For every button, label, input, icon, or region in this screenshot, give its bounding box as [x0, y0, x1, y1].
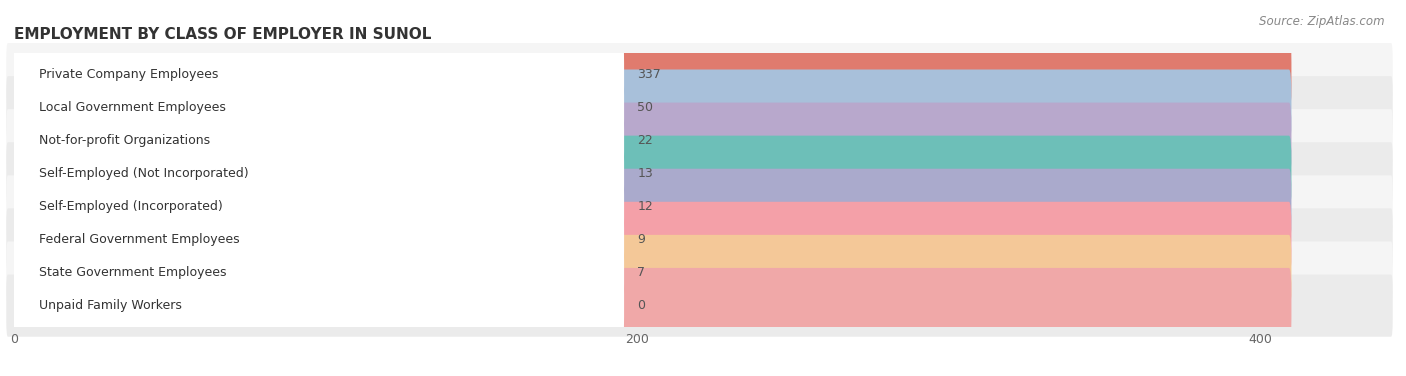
Text: 9: 9: [637, 233, 645, 246]
Text: Federal Government Employees: Federal Government Employees: [39, 233, 239, 246]
FancyBboxPatch shape: [11, 136, 1292, 211]
FancyBboxPatch shape: [11, 70, 1292, 145]
Text: EMPLOYMENT BY CLASS OF EMPLOYER IN SUNOL: EMPLOYMENT BY CLASS OF EMPLOYER IN SUNOL: [14, 27, 432, 42]
FancyBboxPatch shape: [11, 36, 1292, 112]
Text: Not-for-profit Organizations: Not-for-profit Organizations: [39, 134, 209, 147]
Text: Unpaid Family Workers: Unpaid Family Workers: [39, 299, 181, 312]
FancyBboxPatch shape: [6, 142, 1393, 205]
Text: Self-Employed (Incorporated): Self-Employed (Incorporated): [39, 200, 222, 213]
Text: 337: 337: [637, 68, 661, 80]
Text: State Government Employees: State Government Employees: [39, 266, 226, 279]
FancyBboxPatch shape: [11, 169, 1292, 244]
Text: 7: 7: [637, 266, 645, 279]
FancyBboxPatch shape: [6, 43, 1393, 105]
FancyBboxPatch shape: [6, 109, 1393, 171]
Text: 12: 12: [637, 200, 652, 213]
FancyBboxPatch shape: [11, 36, 624, 112]
FancyBboxPatch shape: [11, 235, 624, 310]
FancyBboxPatch shape: [11, 103, 1292, 178]
FancyBboxPatch shape: [11, 202, 1292, 277]
Text: Source: ZipAtlas.com: Source: ZipAtlas.com: [1260, 15, 1385, 28]
FancyBboxPatch shape: [11, 169, 624, 244]
FancyBboxPatch shape: [11, 103, 624, 178]
Text: 0: 0: [637, 299, 645, 312]
FancyBboxPatch shape: [11, 202, 624, 277]
FancyBboxPatch shape: [6, 175, 1393, 238]
FancyBboxPatch shape: [11, 235, 1292, 310]
Text: 50: 50: [637, 101, 654, 114]
Text: 22: 22: [637, 134, 652, 147]
FancyBboxPatch shape: [6, 241, 1393, 304]
Text: Private Company Employees: Private Company Employees: [39, 68, 218, 80]
FancyBboxPatch shape: [6, 274, 1393, 337]
FancyBboxPatch shape: [11, 136, 624, 211]
FancyBboxPatch shape: [6, 76, 1393, 138]
Text: Local Government Employees: Local Government Employees: [39, 101, 226, 114]
FancyBboxPatch shape: [11, 70, 624, 145]
FancyBboxPatch shape: [11, 268, 1292, 343]
FancyBboxPatch shape: [11, 268, 624, 343]
Text: 13: 13: [637, 167, 652, 180]
Text: Self-Employed (Not Incorporated): Self-Employed (Not Incorporated): [39, 167, 249, 180]
FancyBboxPatch shape: [6, 208, 1393, 271]
